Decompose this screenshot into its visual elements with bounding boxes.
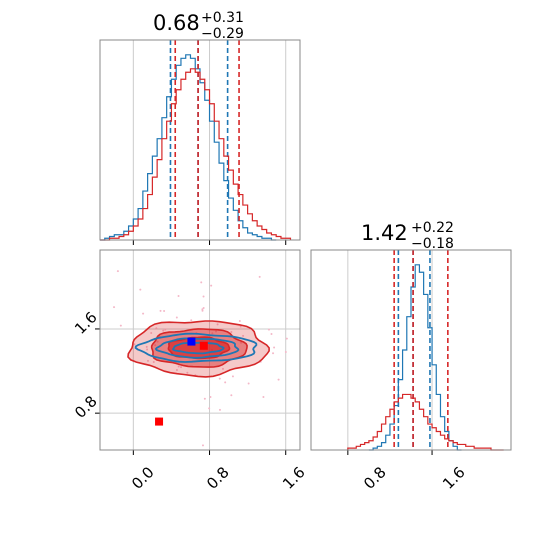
x-tick-labels-left: 0.0 0.8 1.6 xyxy=(128,463,309,493)
sample-point xyxy=(215,330,218,333)
sample-point xyxy=(277,378,280,381)
x-tick-label: 1.6 xyxy=(279,463,309,493)
contour-panel xyxy=(95,249,301,455)
right-histogram-title: 1.42 +0.22 −0.18 xyxy=(361,220,454,252)
title-value: 0.68 xyxy=(153,11,200,35)
sample-point xyxy=(258,275,261,278)
sample-point xyxy=(133,343,136,346)
sample-point xyxy=(201,444,204,447)
x-tick-label: 1.6 xyxy=(439,463,469,493)
sample-point xyxy=(119,324,122,327)
histogram-panel-right xyxy=(310,249,512,455)
histogram-panel-top xyxy=(99,39,301,245)
sample-point xyxy=(159,309,162,312)
sample-point xyxy=(284,351,287,354)
sample-point xyxy=(202,306,205,309)
sample-point xyxy=(180,366,183,369)
sample-point xyxy=(146,348,149,351)
axes-frame xyxy=(99,39,301,241)
sample-point xyxy=(201,309,204,312)
sample-point xyxy=(186,371,189,374)
sample-point xyxy=(211,332,214,335)
sample-point xyxy=(155,327,158,330)
axes-frame xyxy=(99,249,301,451)
sample-point xyxy=(208,407,211,410)
sample-point xyxy=(224,381,227,384)
x-tick-label: 0.8 xyxy=(360,463,390,493)
sample-point xyxy=(270,333,273,336)
histogram-step-line xyxy=(100,68,292,241)
sample-point xyxy=(113,306,116,309)
sample-point xyxy=(209,396,212,399)
histogram-step-line xyxy=(100,54,277,241)
sample-point xyxy=(139,288,142,291)
sample-point xyxy=(240,341,243,344)
sample-point xyxy=(218,408,221,411)
sample-point xyxy=(216,323,219,326)
sample-point xyxy=(285,337,288,340)
sample-point xyxy=(201,308,204,311)
y-tick-label: 1.6 xyxy=(71,308,101,338)
sample-point xyxy=(177,295,180,298)
sample-point xyxy=(152,360,155,363)
title-plus: +0.22 xyxy=(411,220,454,236)
contour-blue xyxy=(134,332,258,363)
sample-point xyxy=(142,312,145,315)
contour-blue xyxy=(154,337,240,359)
sample-point xyxy=(154,344,157,347)
sample-point xyxy=(177,365,180,368)
x-tick-label: 0.8 xyxy=(203,463,233,493)
sample-point xyxy=(145,345,148,348)
sample-point xyxy=(162,329,165,332)
sample-point xyxy=(150,332,153,335)
sample-point xyxy=(273,346,276,349)
sample-point xyxy=(202,295,205,298)
truth-marker xyxy=(187,337,196,346)
title-minus: −0.18 xyxy=(411,236,454,252)
truth-marker xyxy=(155,417,164,426)
sample-point xyxy=(230,331,233,334)
sample-point xyxy=(231,375,234,378)
x-tick-label: 0.0 xyxy=(128,463,158,493)
sample-point xyxy=(163,309,166,312)
sample-point xyxy=(175,368,178,371)
sample-point xyxy=(190,319,193,322)
y-tick-labels-left: 0.8 1.6 xyxy=(71,308,101,422)
truth-marker xyxy=(199,341,208,350)
sample-point xyxy=(200,281,203,284)
histogram-step-line xyxy=(368,264,462,451)
sample-point xyxy=(272,352,275,355)
sample-point xyxy=(267,328,270,331)
sample-point xyxy=(175,316,178,319)
sample-point xyxy=(242,334,245,337)
sample-point xyxy=(262,396,265,399)
sample-point xyxy=(230,394,233,397)
title-plus: +0.31 xyxy=(201,10,244,26)
sample-point xyxy=(221,367,224,370)
title-value: 1.42 xyxy=(361,221,408,245)
sample-point xyxy=(146,359,149,362)
sample-point xyxy=(203,397,206,400)
sample-point xyxy=(238,319,241,322)
axes-frame xyxy=(310,249,512,451)
sample-point xyxy=(247,382,250,385)
contour-blue xyxy=(172,341,225,355)
sample-point xyxy=(164,328,167,331)
x-tick-labels-right: 0.8 1.6 xyxy=(360,463,469,493)
top-histogram-title: 0.68 +0.31 −0.29 xyxy=(153,10,244,42)
histogram-step-line xyxy=(347,393,504,451)
sample-point xyxy=(116,270,119,273)
y-tick-label: 0.8 xyxy=(71,392,101,422)
sample-point xyxy=(156,340,159,343)
sample-point xyxy=(210,284,213,287)
title-minus: −0.29 xyxy=(201,26,244,42)
sample-point xyxy=(218,377,221,380)
